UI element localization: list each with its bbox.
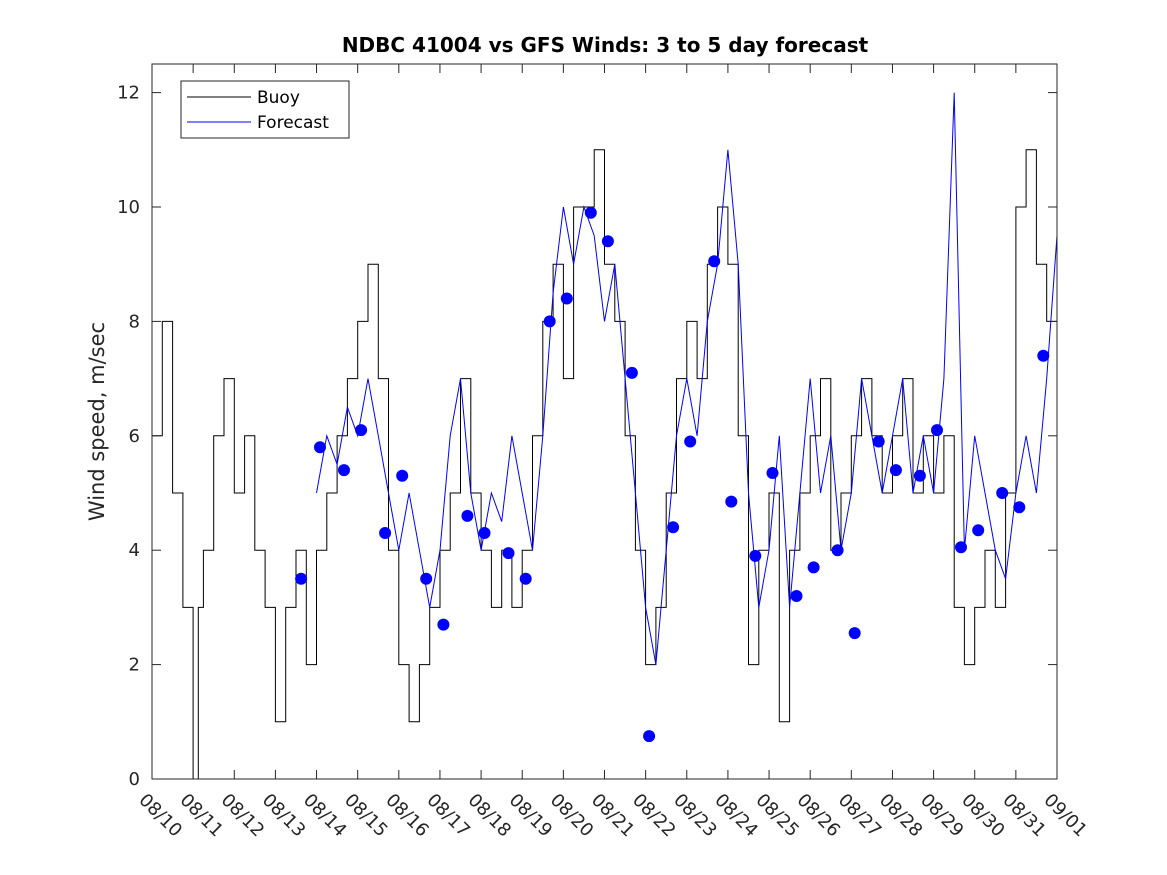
- forecast-marker: [314, 441, 326, 454]
- forecast-marker: [931, 424, 943, 437]
- series-layer: [152, 92, 1057, 779]
- forecast-marker: [667, 521, 680, 534]
- legend: Buoy Forecast: [180, 80, 350, 139]
- y-axis-label: Wind speed, m/sec: [85, 322, 109, 521]
- forecast-marker: [560, 292, 573, 305]
- forecast-marker: [396, 469, 409, 482]
- forecast-markers: [295, 206, 1050, 743]
- forecast-marker: [295, 572, 308, 585]
- forecast-marker: [996, 487, 1009, 499]
- forecast-marker: [379, 527, 392, 539]
- forecast-marker: [889, 464, 902, 477]
- forecast-marker: [625, 366, 638, 379]
- chart-title: NDBC 41004 vs GFS Winds: 3 to 5 day fore…: [342, 33, 869, 57]
- legend-label-buoy: Buoy: [257, 88, 300, 108]
- forecast-marker: [913, 469, 926, 482]
- series-line-buoy: [152, 149, 1057, 779]
- forecast-marker: [461, 509, 474, 522]
- forecast-marker: [1037, 349, 1050, 362]
- forecast-marker: [972, 524, 985, 537]
- y-axis: 0 2 4 6 8 10 12: [117, 83, 1057, 790]
- forecast-marker: [848, 627, 861, 640]
- forecast-marker: [437, 618, 450, 631]
- forecast-marker: [708, 255, 721, 268]
- forecast-marker: [543, 315, 556, 328]
- forecast-marker: [872, 435, 885, 448]
- forecast-marker: [338, 464, 350, 477]
- forecast-marker: [766, 467, 779, 479]
- forecast-marker: [831, 544, 844, 557]
- forecast-marker: [355, 424, 368, 437]
- forecast-marker: [519, 572, 532, 585]
- y-tick-label: 8: [129, 311, 140, 332]
- forecast-marker: [725, 495, 738, 508]
- legend-label-forecast: Forecast: [257, 113, 329, 133]
- series-line-forecast: [316, 92, 1057, 665]
- forecast-marker: [420, 572, 433, 585]
- forecast-marker: [1013, 501, 1026, 514]
- forecast-marker: [643, 730, 656, 743]
- forecast-marker: [684, 435, 697, 448]
- y-tick-label: 0: [129, 769, 140, 790]
- forecast-marker: [790, 590, 803, 602]
- forecast-marker: [955, 541, 967, 554]
- forecast-marker: [502, 547, 515, 560]
- forecast-marker: [749, 549, 762, 562]
- y-tick-label: 10: [117, 197, 140, 218]
- y-tick-label: 6: [129, 426, 140, 447]
- legend-box: [180, 80, 350, 139]
- y-tick-label: 2: [129, 655, 140, 676]
- forecast-marker: [601, 235, 614, 248]
- y-tick-label: 4: [129, 540, 140, 561]
- forecast-marker: [807, 561, 820, 574]
- forecast-marker: [478, 527, 491, 539]
- forecast-marker: [584, 206, 597, 219]
- y-tick-label: 12: [117, 83, 140, 104]
